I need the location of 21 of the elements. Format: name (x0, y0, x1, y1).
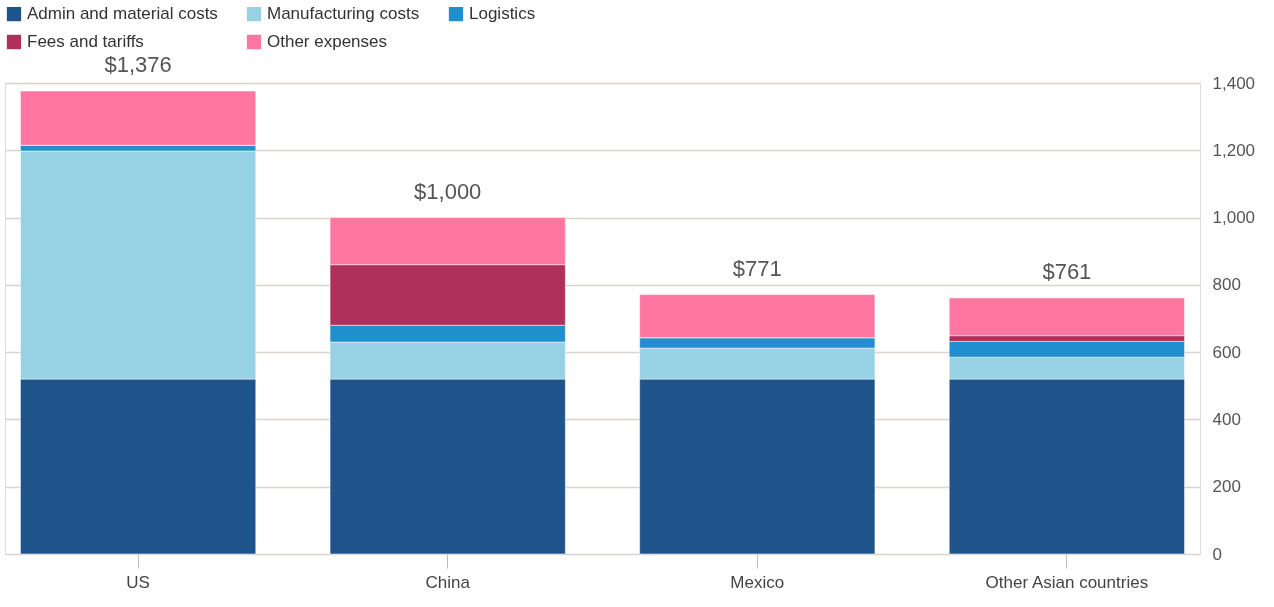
x-tick-label: US (126, 572, 150, 592)
x-tick-label: Other Asian countries (985, 572, 1149, 592)
y-tick-label: 600 (1212, 342, 1241, 362)
legend-label: Other expenses (267, 32, 388, 51)
y-tick-label: 1,400 (1212, 73, 1256, 93)
total-label: $1,376 (104, 52, 172, 78)
y-tick-label: 400 (1212, 409, 1241, 429)
total-label: $771 (732, 255, 782, 281)
x-tick-label: Mexico (730, 572, 785, 592)
legend-label: Manufacturing costs (267, 4, 420, 24)
legend-label: Admin and material costs (27, 4, 218, 24)
legend-label: Fees and tariffs (27, 32, 144, 51)
x-tick-label: China (425, 572, 471, 592)
y-tick-label: 1,200 (1212, 140, 1256, 160)
total-label: $761 (1042, 258, 1092, 284)
y-tick-label: 200 (1212, 477, 1241, 497)
y-tick-label: 0 (1212, 544, 1222, 564)
total-label: $1,000 (414, 178, 482, 204)
legend-label: Logistics (469, 4, 536, 24)
y-tick-label: 800 (1212, 275, 1241, 295)
y-tick-label: 1,000 (1212, 208, 1256, 228)
